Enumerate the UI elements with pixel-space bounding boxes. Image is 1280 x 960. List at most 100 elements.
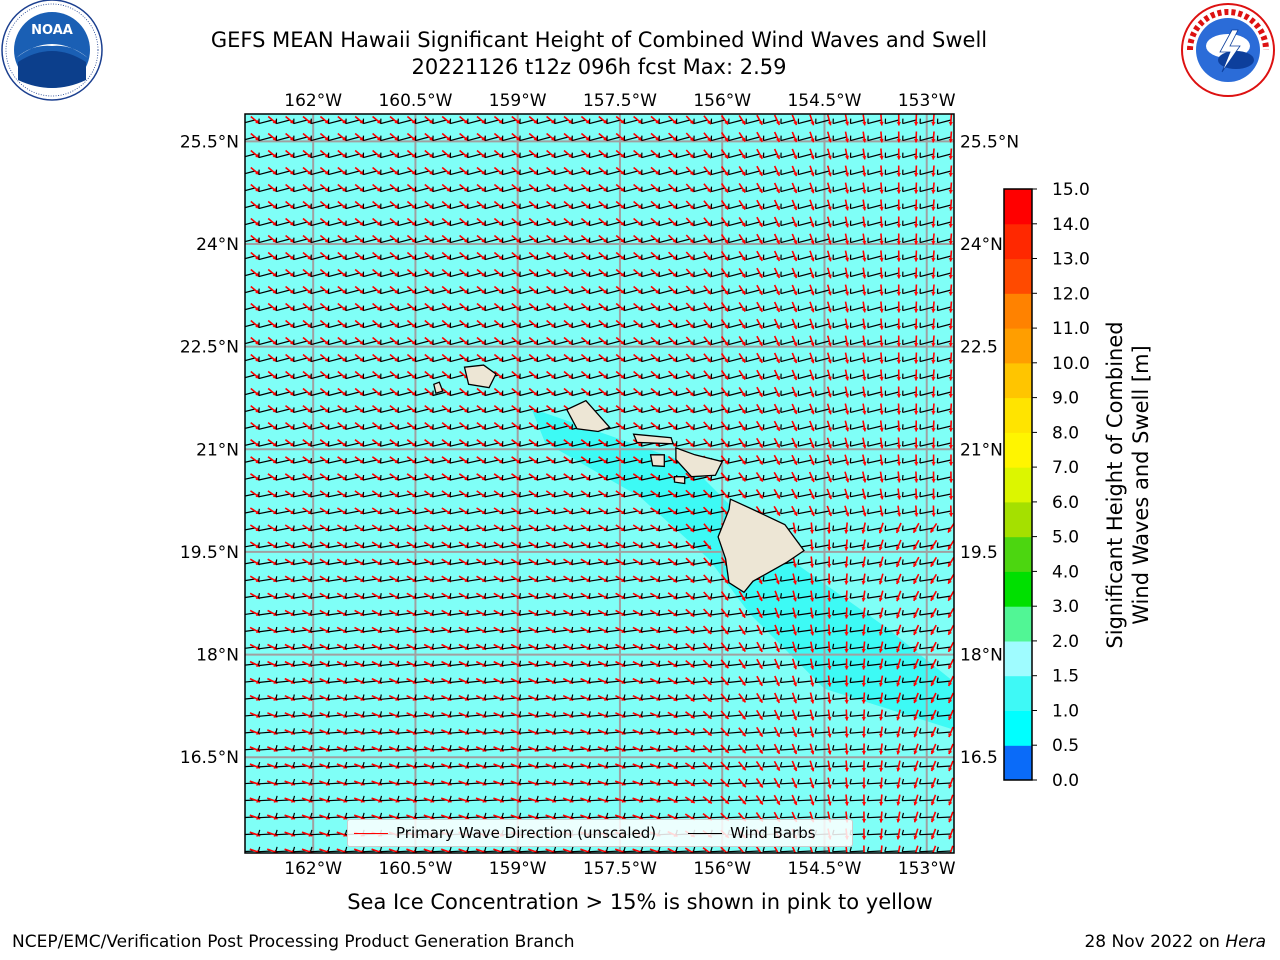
wind-barb — [606, 118, 621, 125]
wind-barb — [501, 152, 517, 159]
wave-direction-arrow — [650, 149, 660, 159]
wave-direction-arrow — [528, 132, 539, 142]
lat-label-right: 24°N — [960, 235, 1003, 255]
wave-direction-arrow — [879, 131, 884, 143]
colorbar-segment — [1004, 745, 1032, 781]
wave-direction-arrow — [844, 114, 850, 126]
lon-label-top: 160.5°W — [378, 91, 452, 111]
wind-barb — [936, 237, 952, 244]
wind-barb — [710, 118, 725, 125]
wave-direction-arrow — [826, 114, 832, 126]
wind-barb — [815, 169, 830, 176]
wind-barb — [432, 203, 447, 210]
wind-barb — [832, 237, 847, 244]
wave-direction-arrow — [476, 200, 486, 210]
wave-direction-arrow — [914, 165, 919, 177]
wind-barb — [519, 237, 534, 244]
colorbar-tick-label: 3.0 — [1052, 597, 1079, 617]
wave-direction-arrow — [319, 115, 330, 125]
wind-barb — [675, 220, 691, 227]
wind-barb — [884, 152, 899, 159]
wave-direction-arrow — [791, 216, 798, 228]
wind-barb — [710, 220, 725, 227]
wave-direction-arrow — [389, 115, 399, 125]
wave-direction-arrow — [738, 165, 746, 177]
wind-barb — [606, 220, 621, 227]
wind-barb — [936, 220, 952, 227]
wave-direction-arrow — [703, 217, 712, 227]
wind-barb — [345, 237, 360, 244]
wind-barb — [362, 152, 377, 159]
wind-barb — [745, 169, 760, 176]
lon-label-top: 156°W — [693, 91, 751, 111]
colorbar-segment — [1004, 501, 1032, 538]
wave-direction-arrow — [476, 115, 486, 125]
wind-barb — [293, 254, 308, 261]
wind-barb — [745, 186, 760, 193]
wind-barb — [693, 186, 708, 193]
wind-barb — [397, 169, 412, 176]
wave-direction-arrow — [948, 131, 953, 143]
wind-barb — [588, 186, 604, 193]
wave-direction-arrow — [580, 200, 591, 210]
wave-direction-arrow — [441, 183, 452, 193]
wind-barb — [936, 135, 952, 142]
wind-barb — [849, 220, 865, 227]
wave-direction-arrow — [563, 200, 573, 210]
colorbar-tick-label: 7.0 — [1052, 458, 1079, 478]
wind-barb — [815, 220, 830, 227]
wind-barb — [832, 169, 847, 176]
wave-direction-arrow — [372, 115, 382, 125]
wind-barb — [902, 186, 917, 193]
wave-direction-arrow — [668, 149, 678, 159]
wind-barb — [536, 152, 551, 159]
wind-barb — [293, 203, 308, 210]
wind-barb — [245, 187, 256, 192]
wave-direction-arrow — [791, 233, 798, 245]
lat-label-right: 21°N — [960, 440, 1003, 460]
wave-direction-arrow — [389, 200, 399, 210]
wind-barb — [728, 118, 743, 125]
wave-direction-arrow — [389, 217, 399, 227]
wave-direction-arrow — [615, 132, 626, 142]
wave-direction-arrow — [844, 165, 850, 177]
wind-barb — [693, 169, 708, 176]
wave-direction-arrow — [615, 149, 626, 159]
wind-barb — [397, 118, 412, 125]
lon-label-top: 154.5°W — [787, 91, 861, 111]
wave-direction-arrow — [476, 234, 486, 244]
wave-direction-arrow — [650, 200, 660, 210]
wave-direction-arrow — [354, 183, 365, 193]
wind-barb — [902, 118, 917, 125]
wind-barb — [762, 186, 778, 193]
wave-direction-arrow — [791, 148, 798, 160]
colorbar-tick-label: 1.5 — [1052, 667, 1079, 687]
wave-direction-arrow — [773, 182, 781, 194]
wave-direction-arrow — [931, 182, 936, 194]
wind-barb — [780, 220, 795, 227]
wave-direction-arrow — [319, 183, 330, 193]
wave-direction-arrow — [809, 131, 815, 143]
wind-barb — [432, 135, 447, 142]
wave-direction-arrow — [250, 234, 260, 244]
lon-label-bottom: 162°W — [284, 859, 342, 879]
wind-barb — [293, 220, 308, 227]
lat-label-right: 22.5 — [960, 338, 998, 358]
wave-direction-arrow — [685, 115, 695, 125]
wind-barb — [397, 135, 412, 142]
wind-barb — [362, 203, 377, 210]
wave-direction-arrow — [459, 115, 469, 125]
wind-barb — [832, 203, 847, 210]
wave-direction-arrow — [791, 199, 798, 211]
wave-direction-arrow — [756, 165, 763, 177]
wind-barb — [849, 118, 865, 125]
wind-barb — [588, 169, 604, 176]
wind-barb — [728, 135, 743, 142]
wind-barb — [310, 135, 325, 142]
wave-direction-arrow — [546, 132, 556, 142]
wind-barb — [762, 220, 778, 227]
wave-direction-arrow — [896, 131, 901, 143]
colorbar-segment — [1004, 397, 1032, 433]
wind-barb — [710, 186, 725, 193]
wind-barb — [919, 220, 934, 227]
